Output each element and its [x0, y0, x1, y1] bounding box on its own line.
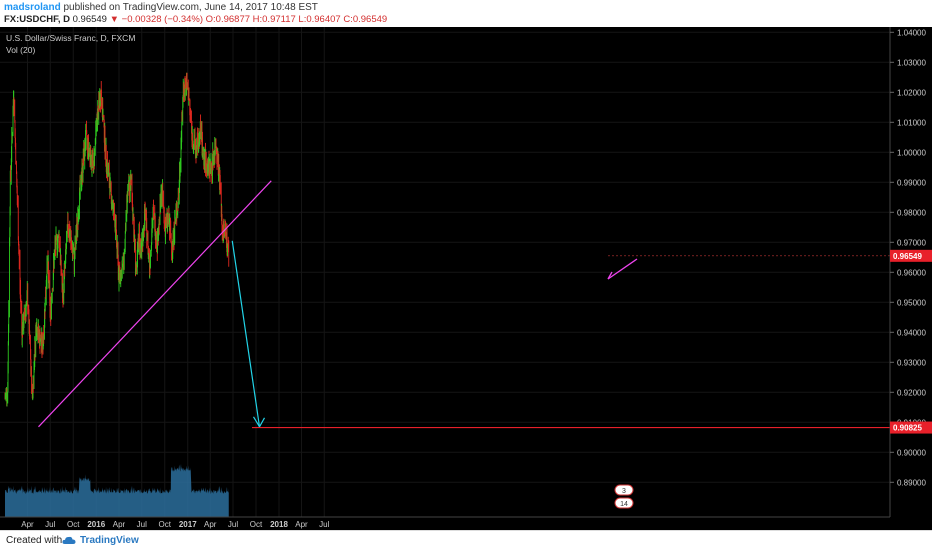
- volume-area: [5, 463, 229, 517]
- price-tick-label: 0.99000: [897, 178, 926, 187]
- symbol-quote: FX:USDCHF, D 0.96549 ▼ −0.00328 (−0.34%)…: [4, 14, 387, 25]
- volume-badge: 14: [614, 497, 634, 509]
- time-tick-label: 2017: [179, 520, 197, 529]
- volume-badge: 3: [614, 484, 634, 496]
- created-with-text: Created with: [6, 535, 63, 546]
- small-pink-arrow: [607, 258, 638, 280]
- projection-arrow: [231, 240, 261, 427]
- price-tick-label: 0.94000: [897, 328, 926, 337]
- time-tick-label: Apr: [204, 520, 217, 529]
- price-tick-label: 1.02000: [897, 88, 926, 97]
- publish-info: madsroland published on TradingView.com,…: [4, 2, 318, 13]
- time-axis[interactable]: Apr Jul Oct 2016 Apr Jul Oct 2017 Apr Jul Oct 2018 A…: [21, 520, 329, 529]
- price-marker-label: 0.90825: [893, 424, 922, 433]
- small-pink-arrow-head: [607, 271, 613, 280]
- trendline: [38, 180, 272, 428]
- time-tick-label: Apr: [21, 520, 34, 529]
- ohlc-values: O:0.96877 H:0.97117 L:0.96407 C:0.96549: [205, 14, 388, 25]
- price-tick-label: 1.04000: [897, 28, 926, 37]
- time-tick-label: 2018: [270, 520, 288, 529]
- price-tick-label: 1.00000: [897, 148, 926, 157]
- price-marker: [890, 249, 932, 262]
- author-username[interactable]: madsroland: [4, 2, 61, 13]
- price-tick-label: 0.97000: [897, 238, 926, 247]
- time-tick-label: Jul: [137, 520, 147, 529]
- volume-legend: Vol (20): [6, 45, 35, 55]
- tradingview-brand[interactable]: TradingView: [80, 535, 139, 546]
- price-tick-label: 0.98000: [897, 208, 926, 217]
- time-tick-label: Oct: [159, 520, 172, 529]
- time-tick-label: Apr: [295, 520, 308, 529]
- time-tick-label: Apr: [113, 520, 126, 529]
- chart-legend-title: U.S. Dollar/Swiss Franc, D, FXCM: [6, 33, 135, 43]
- chart-background: [0, 27, 932, 530]
- price-marker-label: 0.96549: [893, 252, 922, 261]
- last-price: 0.96549: [72, 14, 107, 25]
- price-tick-label: 1.03000: [897, 58, 926, 67]
- volume-badges[interactable]: 3 14: [614, 484, 634, 509]
- publish-text: published on TradingView.com, June 14, 2…: [63, 2, 318, 13]
- price-tick-label: 0.90000: [897, 448, 926, 457]
- time-tick-label: Jul: [228, 520, 238, 529]
- time-tick-label: Oct: [67, 520, 80, 529]
- chart-header: madsroland published on TradingView.com,…: [0, 0, 932, 27]
- volume-badge-label: 3: [622, 488, 626, 495]
- price-chart[interactable]: 1.04000 1.03000 1.02000 1.01000 1.00000 0.990…: [0, 27, 932, 530]
- projection-arrow-head: [252, 416, 266, 428]
- price-tick-label: 0.95000: [897, 298, 926, 307]
- price-tick-label: 0.96000: [897, 268, 926, 277]
- time-tick-label: Jul: [319, 520, 329, 529]
- price-tick-label: 1.01000: [897, 118, 926, 127]
- candles: [4, 72, 230, 407]
- volume-badge-bg: [614, 484, 634, 496]
- volume-badge-label: 14: [620, 501, 628, 508]
- drawings: [38, 180, 890, 429]
- price-tick-label: 0.93000: [897, 358, 926, 367]
- price-change: ▼ −0.00328 (−0.34%): [109, 14, 203, 25]
- price-axis[interactable]: 1.04000 1.03000 1.02000 1.01000 1.00000 0.990…: [890, 28, 932, 487]
- tradingview-cloud-icon: [62, 536, 76, 544]
- time-tick-label: Oct: [250, 520, 263, 529]
- price-tick-label: 0.89000: [897, 478, 926, 487]
- volume-bars: [5, 463, 229, 517]
- symbol-label: FX:USDCHF, D: [4, 14, 70, 25]
- volume-badge-bg: [614, 497, 634, 509]
- grid: [0, 27, 890, 517]
- time-tick-label: 2016: [87, 520, 105, 529]
- footer: Created with TradingView: [0, 530, 932, 551]
- price-tick-label: 0.92000: [897, 388, 926, 397]
- time-tick-label: Jul: [45, 520, 55, 529]
- price-marker: [890, 421, 932, 434]
